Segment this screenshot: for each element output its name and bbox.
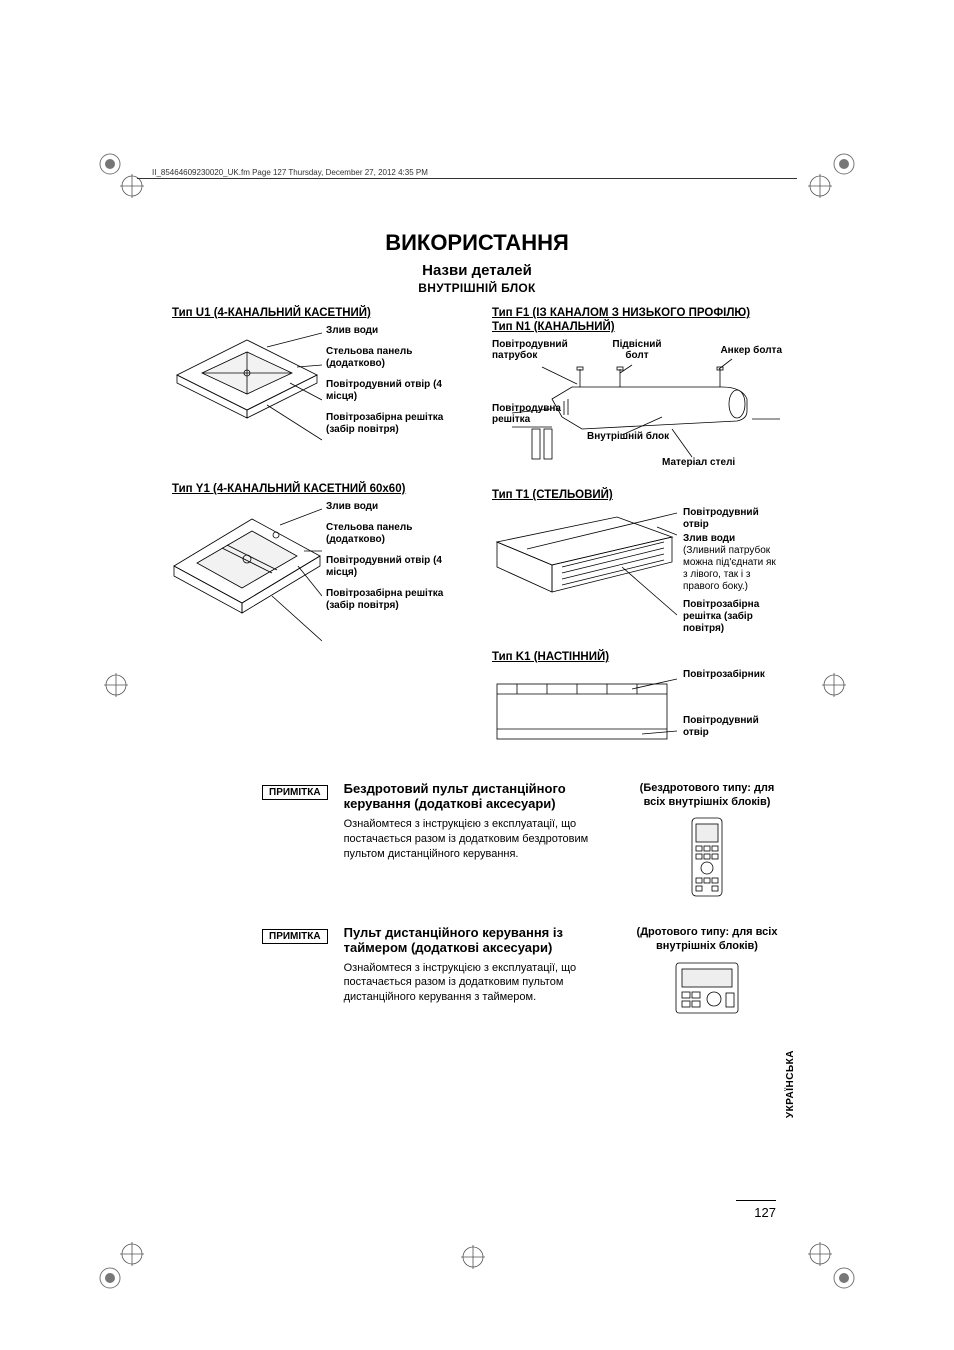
y1-label-3: Повітродувний отвір (4 місця) (326, 555, 462, 580)
f1-diagram-block: Повітродувний патрубок Підвісний болт Ан… (492, 339, 782, 479)
u1-label-1: Злив води (326, 325, 462, 338)
t1-l1: Повітродувний отвір (683, 507, 782, 531)
k1-l2: Повітродувний отвір (683, 715, 782, 739)
k1-heading: Тип K1 (НАСТІННИЙ) (492, 651, 782, 663)
t1-diagram-row: Повітродувний отвір Злив води (Зливний п… (492, 507, 782, 637)
wired-body: Пульт дистанційного керування із таймеро… (344, 925, 616, 1023)
wired-text: Ознайомтеся з інструкцією з експлуатації… (344, 961, 616, 1006)
f1-heading-1: Тип F1 (ІЗ КАНАЛОМ З НИЗЬКОГО ПРОФІЛЮ) (492, 307, 782, 319)
f1-mid-l1: Повітродувна решітка (492, 403, 577, 425)
wireless-caption: (Бездротового типу: для всіх внутрішніх … (632, 781, 782, 810)
t1-diagram (492, 507, 677, 637)
k1-diagram (492, 669, 677, 759)
page-number: 127 (736, 1200, 776, 1220)
u1-label-3: Повітродувний отвір (4 місця) (326, 379, 462, 404)
y1-diagram-row: Злив води Стельова панель (додатково) По… (172, 501, 462, 671)
k1-l1: Повітрозабірник (683, 669, 782, 681)
wireless-remote-icon (686, 816, 728, 898)
t1-labels: Повітродувний отвір Злив води (Зливний п… (683, 507, 782, 637)
f1-heading-2: Тип N1 (КАНАЛЬНИЙ) (492, 321, 782, 333)
wireless-section: ПРИМІТКА Бездротовий пульт дистанційного… (172, 781, 782, 903)
t1-l2-light: (Зливний патрубок можна під'єднати як з … (683, 545, 782, 593)
t1-l2-bold: Злив води (683, 533, 782, 545)
reg-mark-br (806, 1240, 856, 1290)
left-column: Тип U1 (4-КАНАЛЬНИЙ КАСЕТНИЙ) (172, 307, 462, 759)
columns: Тип U1 (4-КАНАЛЬНИЙ КАСЕТНИЙ) (172, 307, 782, 759)
u1-diagram (172, 325, 322, 465)
wireless-right: (Бездротового типу: для всіх внутрішніх … (632, 781, 782, 903)
page-title: ВИКОРИСТАННЯ (172, 230, 782, 256)
u1-diagram-row: Злив води Стельова панель (додатково) По… (172, 325, 462, 465)
wired-right: (Дротового типу: для всіх внутрішніх бло… (632, 925, 782, 1023)
wired-title: Пульт дистанційного керування із таймеро… (344, 925, 616, 955)
wired-note-tag: ПРИМІТКА (262, 929, 328, 944)
wireless-body: Бездротовий пульт дистанційного керуванн… (344, 781, 616, 903)
lang-tab: УКРАЇНСЬКА (785, 1050, 796, 1118)
t1-heading: Тип T1 (СТЕЛЬОВИЙ) (492, 489, 782, 501)
y1-label-4: Повітрозабірна решітка (забір повітря) (326, 588, 462, 613)
reg-mark-ml (98, 670, 138, 700)
u1-heading: Тип U1 (4-КАНАЛЬНИЙ КАСЕТНИЙ) (172, 307, 462, 319)
f1-bottom: Матеріал стелі (662, 457, 735, 468)
u1-label-2: Стельова панель (додатково) (326, 346, 462, 371)
wired-remote-icon (672, 959, 742, 1017)
y1-label-2: Стельова панель (додатково) (326, 522, 462, 547)
main-content: ВИКОРИСТАННЯ Назви деталей ВНУТРІШНІЙ БЛ… (172, 230, 782, 1022)
k1-labels: Повітрозабірник Повітродувний отвір (683, 669, 782, 759)
page-subtitle: Назви деталей (172, 262, 782, 279)
wireless-note-tag: ПРИМІТКА (262, 785, 328, 800)
k1-diagram-row: Повітрозабірник Повітродувний отвір (492, 669, 782, 759)
reg-mark-mr (816, 670, 856, 700)
right-column: Тип F1 (ІЗ КАНАЛОМ З НИЗЬКОГО ПРОФІЛЮ) Т… (492, 307, 782, 759)
reg-mark-bl (98, 1240, 148, 1290)
u1-label-4: Повітрозабірна решітка (забір повітря) (326, 412, 462, 437)
y1-labels: Злив води Стельова панель (додатково) По… (326, 501, 462, 621)
reg-mark-tl (98, 152, 148, 202)
wired-caption: (Дротового типу: для всіх внутрішніх бло… (632, 925, 782, 954)
t1-l3: Повітрозабірна решітка (забір повітря) (683, 599, 782, 635)
page: II_85464609230020_UK.fm Page 127 Thursda… (0, 0, 954, 1350)
wireless-text: Ознайомтеся з інструкцією з експлуатації… (344, 817, 616, 862)
f1-mid-l2: Внутрішній блок (587, 431, 669, 442)
u1-labels: Злив води Стельова панель (додатково) По… (326, 325, 462, 445)
y1-label-1: Злив води (326, 501, 462, 514)
y1-diagram (172, 501, 322, 671)
y1-heading: Тип Y1 (4-КАНАЛЬНИЙ КАСЕТНИЙ 60x60) (172, 483, 462, 495)
wireless-title: Бездротовий пульт дистанційного керуванн… (344, 781, 616, 811)
wired-section: ПРИМІТКА Пульт дистанційного керування і… (172, 925, 782, 1023)
reg-mark-tr (806, 152, 856, 202)
header-rule (137, 178, 797, 179)
page-sub2: ВНУТРІШНІЙ БЛОК (172, 281, 782, 295)
print-header-text: II_85464609230020_UK.fm Page 127 Thursda… (152, 168, 428, 177)
reg-mark-bm (455, 1242, 495, 1272)
